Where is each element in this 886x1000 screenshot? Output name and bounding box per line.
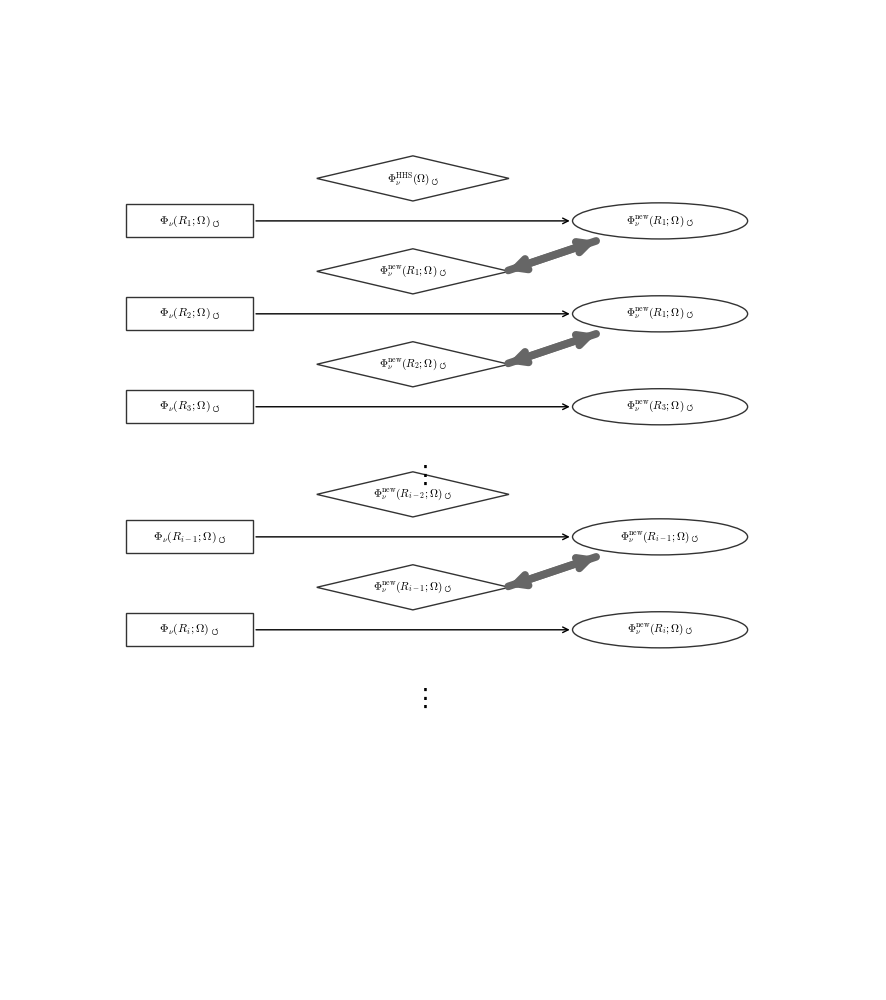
Ellipse shape bbox=[572, 389, 748, 425]
Text: $\Phi_{\nu}^{\mathrm{new}}(R_{i-1};\Omega)_{\circlearrowleft}$: $\Phi_{\nu}^{\mathrm{new}}(R_{i-1};\Omeg… bbox=[373, 580, 453, 595]
Polygon shape bbox=[317, 565, 509, 610]
Ellipse shape bbox=[572, 519, 748, 555]
Text: $\Phi_{\nu}(R_2;\Omega)_{\circlearrowleft}$: $\Phi_{\nu}(R_2;\Omega)_{\circlearrowlef… bbox=[159, 306, 221, 321]
Text: $\Phi_{\nu}^{\mathrm{new}}(R_1;\Omega)_{\circlearrowleft}$: $\Phi_{\nu}^{\mathrm{new}}(R_1;\Omega)_{… bbox=[379, 264, 447, 279]
Text: $\Phi_{\nu}^{\mathrm{HHS}}(\Omega)_{\circlearrowleft}$: $\Phi_{\nu}^{\mathrm{HHS}}(\Omega)_{\cir… bbox=[386, 170, 439, 187]
FancyBboxPatch shape bbox=[126, 390, 253, 423]
Text: $\Phi_{\nu}^{\mathrm{new}}(R_1;\Omega)_{\circlearrowleft}$: $\Phi_{\nu}^{\mathrm{new}}(R_1;\Omega)_{… bbox=[626, 306, 694, 321]
Text: $\Phi_{\nu}^{\mathrm{new}}(R_{i-2};\Omega)_{\circlearrowleft}$: $\Phi_{\nu}^{\mathrm{new}}(R_{i-2};\Omeg… bbox=[373, 487, 453, 502]
Text: $\Phi_{\nu}(R_{i-1};\Omega)_{\circlearrowleft}$: $\Phi_{\nu}(R_{i-1};\Omega)_{\circlearro… bbox=[152, 529, 227, 545]
Text: $\Phi_{\nu}^{\mathrm{new}}(R_2;\Omega)_{\circlearrowleft}$: $\Phi_{\nu}^{\mathrm{new}}(R_2;\Omega)_{… bbox=[379, 357, 447, 372]
Text: $\Phi_{\nu}^{\mathrm{new}}(R_i;\Omega)_{\circlearrowleft}$: $\Phi_{\nu}^{\mathrm{new}}(R_i;\Omega)_{… bbox=[626, 622, 694, 637]
Text: $\Phi_{\nu}(R_i;\Omega)_{\circlearrowleft}$: $\Phi_{\nu}(R_i;\Omega)_{\circlearrowlef… bbox=[159, 622, 220, 637]
Text: $\Phi_{\nu}^{\mathrm{new}}(R_{i-1};\Omega)_{\circlearrowleft}$: $\Phi_{\nu}^{\mathrm{new}}(R_{i-1};\Omeg… bbox=[620, 529, 700, 545]
Ellipse shape bbox=[572, 612, 748, 648]
Ellipse shape bbox=[572, 296, 748, 332]
FancyBboxPatch shape bbox=[126, 204, 253, 237]
Text: $\vdots$: $\vdots$ bbox=[412, 687, 428, 711]
Polygon shape bbox=[317, 472, 509, 517]
FancyBboxPatch shape bbox=[126, 297, 253, 330]
Polygon shape bbox=[317, 342, 509, 387]
Text: $\Phi_{\nu}(R_3;\Omega)_{\circlearrowleft}$: $\Phi_{\nu}(R_3;\Omega)_{\circlearrowlef… bbox=[159, 399, 221, 414]
Text: $\Phi_{\nu}(R_1;\Omega)_{\circlearrowleft}$: $\Phi_{\nu}(R_1;\Omega)_{\circlearrowlef… bbox=[159, 213, 221, 229]
FancyBboxPatch shape bbox=[126, 520, 253, 553]
Text: $\Phi_{\nu}^{\mathrm{new}}(R_1;\Omega)_{\circlearrowleft}$: $\Phi_{\nu}^{\mathrm{new}}(R_1;\Omega)_{… bbox=[626, 213, 694, 229]
Text: $\vdots$: $\vdots$ bbox=[412, 464, 428, 488]
Polygon shape bbox=[317, 249, 509, 294]
FancyBboxPatch shape bbox=[126, 613, 253, 646]
Text: $\Phi_{\nu}^{\mathrm{new}}(R_3;\Omega)_{\circlearrowleft}$: $\Phi_{\nu}^{\mathrm{new}}(R_3;\Omega)_{… bbox=[626, 399, 694, 414]
Ellipse shape bbox=[572, 203, 748, 239]
Polygon shape bbox=[317, 156, 509, 201]
